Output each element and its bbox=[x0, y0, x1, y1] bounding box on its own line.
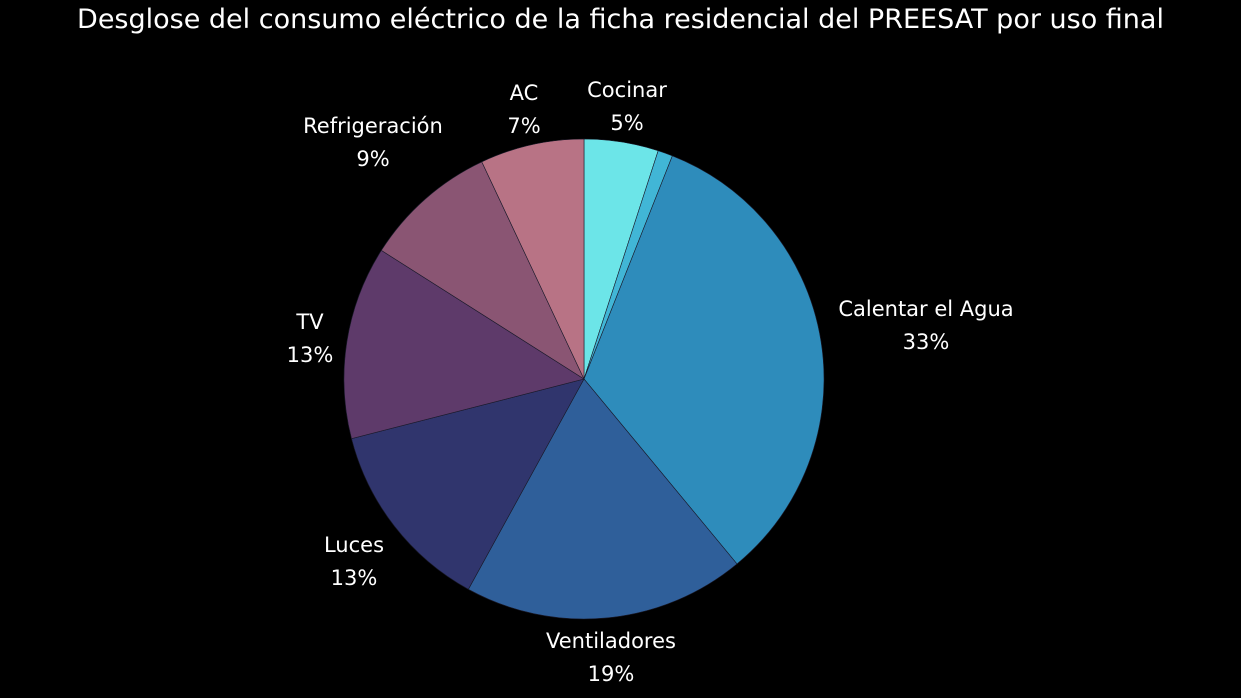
chart-title: Desglose del consumo eléctrico de la fic… bbox=[77, 4, 1164, 35]
data-label: Ventiladores 19% bbox=[546, 629, 676, 686]
slice-percent: 5% bbox=[610, 111, 643, 135]
slice-name: Calentar el Agua bbox=[838, 297, 1013, 321]
pie-slice-tv bbox=[343, 249, 585, 440]
slice-percent: 13% bbox=[287, 343, 334, 367]
slice-name: Ventiladores bbox=[546, 629, 676, 653]
data-label: Cocinar 5% bbox=[587, 78, 667, 135]
data-label: Calentar el Agua 33% bbox=[838, 297, 1013, 354]
slice-percent: 7% bbox=[507, 114, 540, 138]
data-label: Refrigeración 9% bbox=[303, 114, 443, 171]
slice-percent: 19% bbox=[588, 662, 635, 686]
slice-name: Luces bbox=[324, 533, 384, 557]
pie-slice-ventiladores bbox=[467, 378, 738, 620]
slice-percent: 9% bbox=[356, 147, 389, 171]
pie-slice-refrigeración bbox=[380, 161, 585, 380]
data-label: TV 13% bbox=[287, 310, 334, 367]
slice-name: Cocinar bbox=[587, 78, 667, 102]
data-label: Luces 13% bbox=[324, 533, 384, 590]
data-label: AC 7% bbox=[507, 81, 540, 138]
slice-name: Refrigeración bbox=[303, 114, 443, 138]
slice-percent: 33% bbox=[903, 330, 950, 354]
slice-name: TV bbox=[295, 310, 324, 334]
pie-slice-luces bbox=[351, 378, 585, 590]
slice-percent: 13% bbox=[331, 566, 378, 590]
pie-slice-ac bbox=[481, 138, 585, 380]
pie-slice-calentar-el-agua bbox=[583, 155, 825, 565]
slice-name: AC bbox=[510, 81, 539, 105]
